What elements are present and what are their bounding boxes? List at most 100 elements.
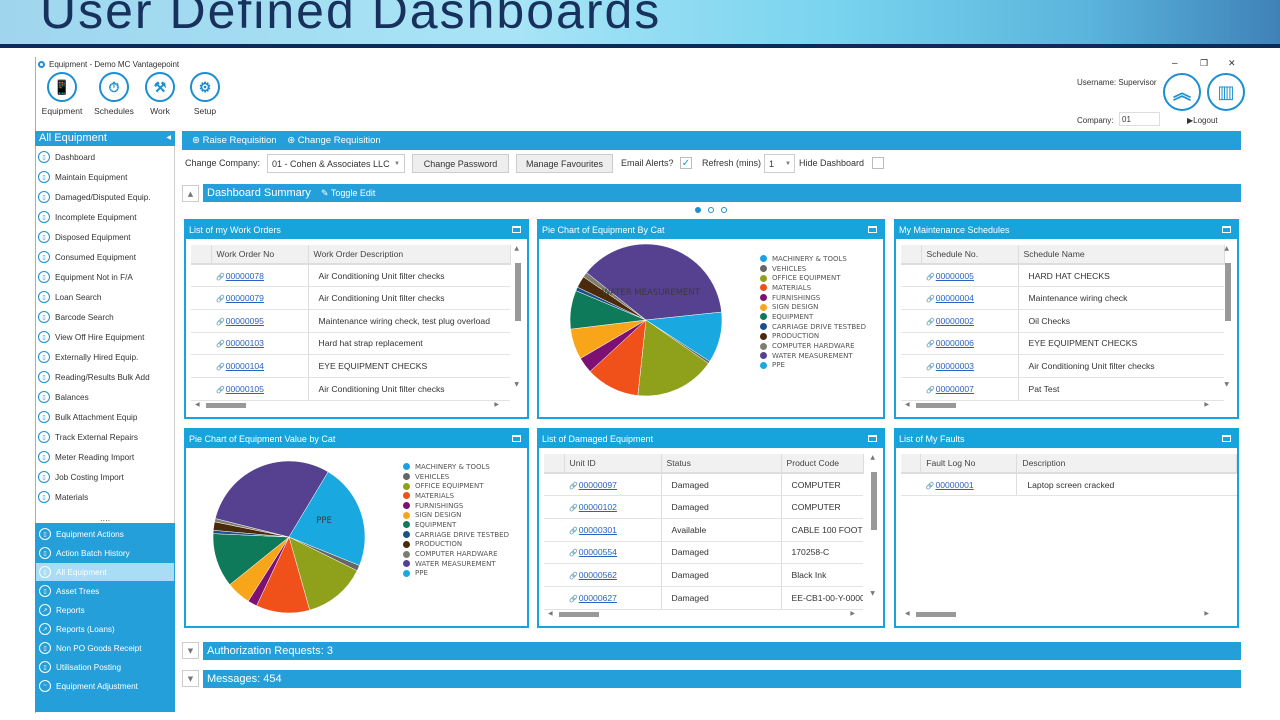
sidebar-item[interactable]: ▯ Dashboard (38, 149, 95, 165)
record-link[interactable]: 00000627 (569, 593, 617, 603)
toolbar-schedules-button[interactable]: ⏱ Schedules (89, 72, 139, 116)
sidebar-section[interactable]: ~ Equipment Adjustment (36, 677, 174, 695)
scroll-left-icon[interactable]: ◀ (548, 610, 553, 617)
legend-item[interactable]: PRODUCTION (760, 332, 866, 342)
sidebar-item[interactable]: ▯ Bulk Attachment Equip (38, 409, 137, 425)
legend-item[interactable]: OFFICE EQUIPMENT (403, 481, 509, 491)
sidebar-section[interactable]: ▯ All Equipment (36, 563, 174, 581)
email-alerts-checkbox[interactable]: ✓ (680, 157, 692, 169)
raise-requisition-button[interactable]: ⊛ Raise Requisition (192, 135, 277, 146)
table-row[interactable]: 00000104 EYE EQUIPMENT CHECKS (191, 354, 510, 378)
legend-item[interactable]: PPE (403, 569, 509, 579)
record-link[interactable]: 00000104 (216, 361, 264, 371)
pie-slice-office-equipment[interactable] (288, 536, 358, 611)
table-row[interactable]: 00000007 Pat Test (901, 377, 1224, 401)
record-link-cell[interactable]: 00000003 (921, 354, 1018, 378)
column-header[interactable]: Unit ID (564, 454, 662, 474)
dashboard-page-dot[interactable] (695, 207, 701, 213)
scroll-down-icon[interactable]: ▼ (1224, 381, 1229, 388)
row-selector[interactable] (901, 309, 921, 333)
record-link-cell[interactable]: 00000301 (564, 518, 661, 542)
row-selector[interactable] (901, 473, 921, 497)
sidebar-item[interactable]: ▯ Damaged/Disputed Equip. (38, 189, 151, 205)
sidebar-item[interactable]: ▯ Barcode Search (38, 309, 114, 325)
vertical-scrollbar[interactable] (871, 472, 877, 530)
sidebar-splitter[interactable]: .... (100, 514, 111, 523)
column-header[interactable]: Description (1016, 454, 1237, 474)
legend-item[interactable]: PPE (760, 361, 866, 371)
legend-item[interactable]: SIGN DESIGN (403, 510, 509, 520)
sidebar-item[interactable]: ▯ Track External Repairs (38, 429, 138, 445)
horizontal-scrollbar[interactable] (916, 612, 956, 617)
row-selector[interactable] (901, 377, 921, 401)
record-link-cell[interactable]: 00000001 (920, 473, 1017, 497)
maximize-icon[interactable] (512, 435, 521, 442)
scroll-down-icon[interactable]: ▼ (514, 381, 519, 388)
row-selector[interactable] (901, 332, 921, 356)
record-link-cell[interactable]: 00000104 (211, 354, 308, 378)
scroll-right-icon[interactable]: ▶ (850, 610, 855, 617)
record-link[interactable]: 00000095 (216, 316, 264, 326)
column-header[interactable]: Work Order No (211, 245, 309, 265)
legend-item[interactable]: VEHICLES (760, 264, 866, 274)
sidebar-section[interactable]: ▯ Non PO Goods Receipt (36, 639, 174, 657)
row-selector[interactable] (191, 377, 211, 401)
legend-item[interactable]: CARRIAGE DRIVE TESTBED (760, 322, 866, 332)
dashboard-button[interactable]: ▥ (1207, 73, 1245, 111)
row-selector[interactable] (544, 563, 564, 587)
column-header[interactable]: Schedule No. (921, 245, 1019, 265)
column-header[interactable]: Fault Log No (920, 454, 1018, 474)
company-select[interactable]: 01 - Cohen & Associates LLC ▼ (267, 154, 405, 173)
scroll-up-icon[interactable]: ▲ (870, 454, 875, 461)
legend-item[interactable]: EQUIPMENT (760, 312, 866, 322)
row-selector[interactable] (544, 518, 564, 542)
messages-toggle[interactable]: ▼ (182, 670, 199, 687)
legend-item[interactable]: MATERIALS (760, 283, 866, 293)
record-link-cell[interactable]: 00000079 (211, 286, 308, 310)
record-link[interactable]: 00000562 (569, 570, 617, 580)
legend-item[interactable]: WATER MEASUREMENT (760, 351, 866, 361)
record-link-cell[interactable]: 00000102 (564, 495, 661, 519)
hide-dashboard-checkbox[interactable] (872, 157, 884, 169)
sidebar-header[interactable]: All Equipment ◀ (35, 131, 175, 146)
sidebar-section[interactable]: ▯ Equipment Actions (36, 525, 174, 543)
row-selector[interactable] (544, 541, 564, 565)
sidebar-item[interactable]: ▯ Materials (38, 489, 88, 505)
dashboard-page-dot[interactable] (708, 207, 714, 213)
legend-item[interactable]: OFFICE EQUIPMENT (760, 273, 866, 283)
scroll-down-icon[interactable]: ▼ (870, 590, 875, 597)
minimize-button[interactable]: – (1172, 58, 1178, 69)
manage-favourites-button[interactable]: Manage Favourites (516, 154, 613, 173)
restore-button[interactable]: ❐ (1200, 58, 1209, 68)
record-link-cell[interactable]: 00000103 (211, 332, 308, 356)
record-link[interactable]: 00000002 (926, 316, 974, 326)
record-link[interactable]: 00000554 (569, 547, 617, 557)
legend-item[interactable]: VEHICLES (403, 472, 509, 482)
change-password-button[interactable]: Change Password (412, 154, 509, 173)
scroll-left-icon[interactable]: ◀ (195, 401, 200, 408)
row-selector[interactable] (191, 264, 211, 288)
sidebar-section[interactable]: ▯ Action Batch History (36, 544, 174, 562)
record-link-cell[interactable]: 00000627 (564, 586, 661, 610)
legend-item[interactable]: EQUIPMENT (403, 520, 509, 530)
legend-item[interactable]: SIGN DESIGN (760, 302, 866, 312)
authorization-requests-bar[interactable]: Authorization Requests: 3 (203, 642, 1241, 660)
scroll-left-icon[interactable]: ◀ (905, 610, 910, 617)
scroll-left-icon[interactable]: ◀ (905, 401, 910, 408)
legend-item[interactable]: MACHINERY & TOOLS (760, 254, 866, 264)
sidebar-item[interactable]: ▯ Meter Reading Import (38, 449, 134, 465)
change-requisition-button[interactable]: ⊛ Change Requisition (287, 135, 381, 146)
table-row[interactable]: 00000001 Laptop screen cracked (901, 473, 1237, 497)
scroll-up-icon[interactable]: ▲ (1224, 245, 1229, 252)
record-link-cell[interactable]: 00000005 (921, 264, 1018, 288)
vertical-scrollbar[interactable] (1225, 263, 1231, 321)
legend-item[interactable]: CARRIAGE DRIVE TESTBED (403, 530, 509, 540)
record-link-cell[interactable]: 00000007 (921, 377, 1018, 401)
horizontal-scrollbar[interactable] (916, 403, 956, 408)
table-row[interactable]: 00000095 Maintenance wiring check, test p… (191, 309, 510, 333)
row-selector[interactable] (901, 354, 921, 378)
